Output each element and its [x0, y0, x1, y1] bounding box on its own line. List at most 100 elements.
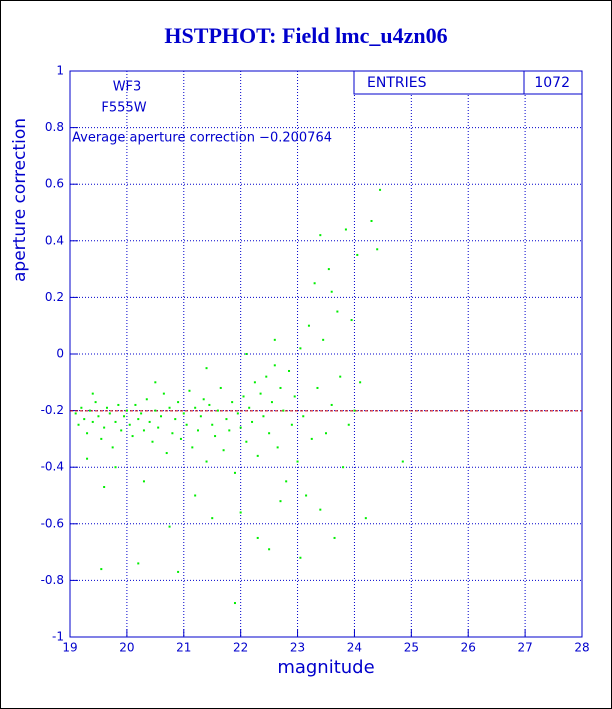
point: [282, 409, 285, 412]
point: [225, 418, 228, 421]
point: [134, 403, 137, 406]
point: [233, 602, 236, 605]
point: [205, 367, 208, 370]
point: [347, 423, 350, 426]
point: [125, 409, 128, 412]
point: [285, 480, 288, 483]
average-label: Average aperture correction −0.200764: [72, 131, 332, 146]
point: [197, 429, 199, 432]
point: [114, 466, 117, 469]
point: [268, 548, 271, 551]
point: [94, 401, 97, 404]
x-tick-label: 20: [119, 641, 134, 655]
point: [142, 480, 145, 483]
point: [236, 412, 239, 415]
point: [296, 460, 299, 463]
y-tick-label: 0.2: [45, 290, 64, 304]
point: [211, 423, 214, 426]
annotation: WF3: [113, 80, 142, 95]
point: [376, 248, 379, 251]
point: [86, 432, 89, 435]
point: [310, 437, 313, 440]
point: [256, 536, 259, 539]
point: [140, 412, 143, 415]
point: [91, 420, 94, 423]
point: [302, 415, 305, 418]
point: [194, 494, 197, 497]
point: [322, 338, 325, 341]
point: [202, 398, 205, 401]
point: [188, 389, 191, 392]
point: [228, 429, 231, 432]
point: [154, 381, 157, 384]
stats-label: ENTRIES: [367, 75, 427, 91]
point: [208, 403, 211, 406]
plot-frame: [69, 70, 583, 638]
point: [165, 452, 168, 455]
y-tick-label: -0.8: [41, 573, 64, 587]
annotation: F555W: [101, 101, 146, 116]
point: [142, 429, 145, 432]
point: [259, 392, 262, 395]
point: [270, 401, 273, 404]
point: [330, 290, 333, 293]
point: [194, 406, 197, 409]
point: [330, 403, 333, 406]
y-tick-label: 0: [56, 347, 64, 361]
x-tick-label: 27: [517, 641, 532, 655]
point: [171, 432, 174, 435]
x-axis-label: magnitude: [277, 657, 374, 678]
point: [242, 395, 245, 398]
point: [293, 395, 296, 398]
point: [182, 412, 185, 415]
point: [214, 435, 217, 438]
y-tick-label: -1: [52, 630, 64, 644]
point: [88, 409, 91, 412]
point: [273, 338, 276, 341]
point: [111, 446, 114, 449]
point: [379, 188, 382, 191]
stats-box: [353, 70, 583, 95]
y-tick-label: -0.2: [41, 403, 64, 417]
point: [191, 446, 194, 449]
point: [108, 412, 111, 415]
point: [117, 403, 120, 406]
point: [157, 426, 160, 429]
point: [91, 392, 94, 395]
point: [131, 435, 134, 438]
point: [199, 415, 202, 418]
point: [253, 381, 256, 384]
point: [350, 319, 353, 322]
point: [245, 440, 248, 443]
point: [105, 406, 108, 409]
point: [160, 415, 163, 418]
point: [239, 511, 242, 514]
point: [327, 268, 330, 271]
point: [268, 432, 271, 435]
point: [276, 446, 279, 449]
point: [148, 420, 151, 423]
point: [364, 517, 367, 520]
y-tick-label: 0.4: [45, 233, 64, 247]
x-tick-label: 25: [404, 641, 419, 655]
point: [359, 381, 362, 384]
point: [313, 282, 316, 285]
point: [273, 364, 276, 367]
point: [100, 437, 103, 440]
point: [154, 409, 157, 412]
point: [256, 454, 259, 457]
point: [128, 423, 131, 426]
point: [356, 253, 359, 256]
point: [336, 310, 339, 313]
point: [137, 562, 140, 565]
point: [299, 347, 302, 350]
point: [305, 494, 308, 497]
point: [120, 429, 123, 432]
x-tick-label: 24: [347, 641, 362, 655]
point: [333, 536, 336, 539]
point: [316, 386, 319, 389]
point: [288, 369, 291, 372]
y-tick-label: 1: [56, 64, 64, 78]
